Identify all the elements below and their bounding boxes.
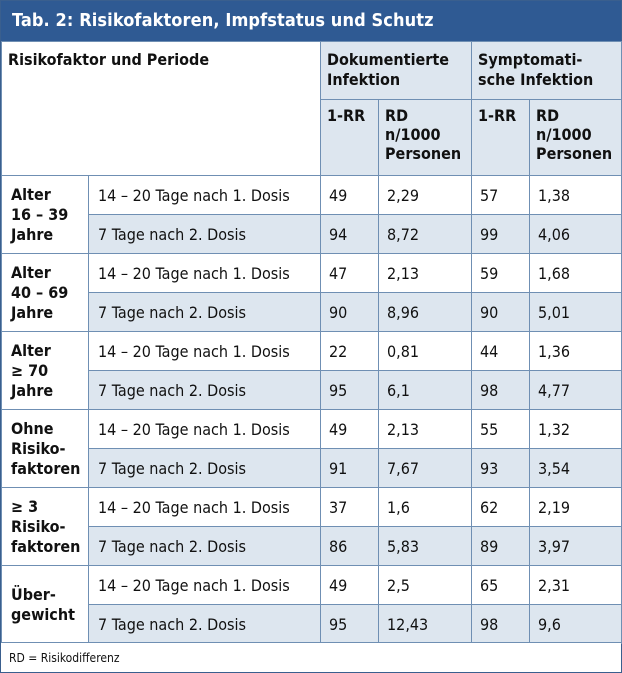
- risk-factor-label: Alter 40 – 69 Jahre: [1, 253, 89, 332]
- sym-rr-cell: 44: [471, 331, 531, 371]
- doc-rd-cell: 5,83: [377, 526, 473, 566]
- doc-rr-cell: 91: [320, 448, 379, 488]
- sym-rd-cell: 1,68: [529, 253, 622, 293]
- table-row: 7 Tage nach 2. Dosis 91 7,67 93 3,54: [2, 448, 622, 488]
- doc-rd-cell: 6,1: [377, 370, 473, 410]
- doc-rd-cell: 2,13: [377, 409, 473, 449]
- doc-rd-cell: 2,5: [377, 565, 473, 605]
- risk-factor-label: Ohne Risiko- faktoren: [1, 409, 89, 488]
- header-doc-rr: 1-RR: [320, 99, 379, 176]
- period-cell: 14 – 20 Tage nach 1. Dosis: [88, 487, 321, 527]
- sym-rd-cell: 9,6: [529, 604, 622, 644]
- doc-rd-cell: 8,96: [377, 292, 473, 332]
- period-cell: 14 – 20 Tage nach 1. Dosis: [88, 253, 321, 293]
- header-sym-rd: RD n/1000 Personen: [529, 99, 622, 176]
- period-cell: 14 – 20 Tage nach 1. Dosis: [88, 175, 321, 215]
- doc-rd-cell: 7,67: [377, 448, 473, 488]
- period-cell: 14 – 20 Tage nach 1. Dosis: [88, 565, 321, 605]
- header-doc-rd: RD n/1000 Personen: [377, 99, 473, 176]
- doc-rr-cell: 47: [320, 253, 379, 293]
- sym-rd-cell: 2,31: [529, 565, 622, 605]
- sym-rd-cell: 3,54: [529, 448, 622, 488]
- risk-factor-label: Alter 16 – 39 Jahre: [1, 175, 89, 254]
- doc-rr-cell: 86: [320, 526, 379, 566]
- period-cell: 7 Tage nach 2. Dosis: [88, 526, 321, 566]
- risk-factor-label: ≥ 3 Risiko- faktoren: [1, 487, 89, 566]
- sym-rr-cell: 65: [471, 565, 531, 605]
- sym-rd-cell: 4,77: [529, 370, 622, 410]
- sym-rr-cell: 93: [471, 448, 531, 488]
- period-cell: 7 Tage nach 2. Dosis: [88, 604, 321, 644]
- header-risk-factor-period: Risikofaktor und Periode: [1, 41, 321, 176]
- sym-rd-cell: 1,32: [529, 409, 622, 449]
- table-row: Alter 16 – 39 Jahre 14 – 20 Tage nach 1. …: [1, 175, 622, 254]
- footnote: RD = Risikodifferenz: [1, 642, 621, 672]
- doc-rd-cell: 8,72: [377, 214, 473, 254]
- table-title: Tab. 2: Risikofaktoren, Impfstatus und S…: [1, 1, 621, 41]
- sym-rr-cell: 90: [471, 292, 531, 332]
- table-row: 7 Tage nach 2. Dosis 94 8,72 99 4,06: [2, 214, 622, 254]
- doc-rr-cell: 49: [320, 409, 379, 449]
- doc-rr-cell: 49: [320, 565, 379, 605]
- doc-rr-cell: 49: [320, 175, 379, 215]
- period-cell: 14 – 20 Tage nach 1. Dosis: [88, 331, 321, 371]
- sym-rd-cell: 1,36: [529, 331, 622, 371]
- sym-rr-cell: 98: [471, 604, 531, 644]
- doc-rr-cell: 95: [320, 370, 379, 410]
- sym-rd-cell: 5,01: [529, 292, 622, 332]
- risk-factor-label: Alter ≥ 70 Jahre: [1, 331, 89, 410]
- doc-rr-cell: 95: [320, 604, 379, 644]
- header-sym-rr: 1-RR: [471, 99, 531, 176]
- sym-rd-cell: 3,97: [529, 526, 622, 566]
- sym-rr-cell: 57: [471, 175, 531, 215]
- doc-rr-cell: 22: [320, 331, 379, 371]
- sym-rr-cell: 62: [471, 487, 531, 527]
- period-cell: 7 Tage nach 2. Dosis: [88, 214, 321, 254]
- doc-rd-cell: 12,43: [377, 604, 473, 644]
- period-cell: 7 Tage nach 2. Dosis: [88, 292, 321, 332]
- sym-rr-cell: 55: [471, 409, 531, 449]
- table-row: ≥ 3 Risiko- faktoren 14 – 20 Tage nach 1.…: [1, 487, 622, 566]
- sym-rr-cell: 98: [471, 370, 531, 410]
- doc-rr-cell: 94: [320, 214, 379, 254]
- sym-rd-cell: 1,38: [529, 175, 622, 215]
- header-symptomatic-infection: Symptomati- sche Infektion: [471, 41, 622, 100]
- doc-rr-cell: 37: [320, 487, 379, 527]
- doc-rd-cell: 2,29: [377, 175, 473, 215]
- risk-factor-label: Über- gewicht: [1, 565, 89, 644]
- sym-rd-cell: 2,19: [529, 487, 622, 527]
- sym-rd-cell: 4,06: [529, 214, 622, 254]
- doc-rd-cell: 2,13: [377, 253, 473, 293]
- header-documented-infection: Dokumentierte Infektion: [319, 41, 473, 100]
- sym-rr-cell: 89: [471, 526, 531, 566]
- table-row: Ohne Risiko- faktoren 14 – 20 Tage nach 1…: [1, 409, 622, 488]
- table-row: Alter ≥ 70 Jahre 14 – 20 Tage nach 1. Dos…: [1, 331, 622, 410]
- sym-rr-cell: 59: [471, 253, 531, 293]
- table-row: Über- gewicht 14 – 20 Tage nach 1. Dosis 4…: [1, 565, 622, 644]
- table-row: 7 Tage nach 2. Dosis 90 8,96 90 5,01: [2, 292, 622, 332]
- sym-rr-cell: 99: [471, 214, 531, 254]
- doc-rr-cell: 90: [320, 292, 379, 332]
- period-cell: 7 Tage nach 2. Dosis: [88, 448, 321, 488]
- table-row: 7 Tage nach 2. Dosis 95 6,1 98 4,77: [2, 370, 622, 410]
- table-row: 7 Tage nach 2. Dosis 86 5,83 89 3,97: [2, 526, 622, 566]
- table-row: Alter 40 – 69 Jahre 14 – 20 Tage nach 1. …: [1, 253, 622, 332]
- table-row: 7 Tage nach 2. Dosis 95 12,43 98 9,6: [2, 604, 622, 644]
- doc-rd-cell: 1,6: [377, 487, 473, 527]
- period-cell: 7 Tage nach 2. Dosis: [88, 370, 321, 410]
- doc-rd-cell: 0,81: [377, 331, 473, 371]
- period-cell: 14 – 20 Tage nach 1. Dosis: [88, 409, 321, 449]
- data-table: Risikofaktor und Periode Dokumentierte I…: [1, 41, 622, 644]
